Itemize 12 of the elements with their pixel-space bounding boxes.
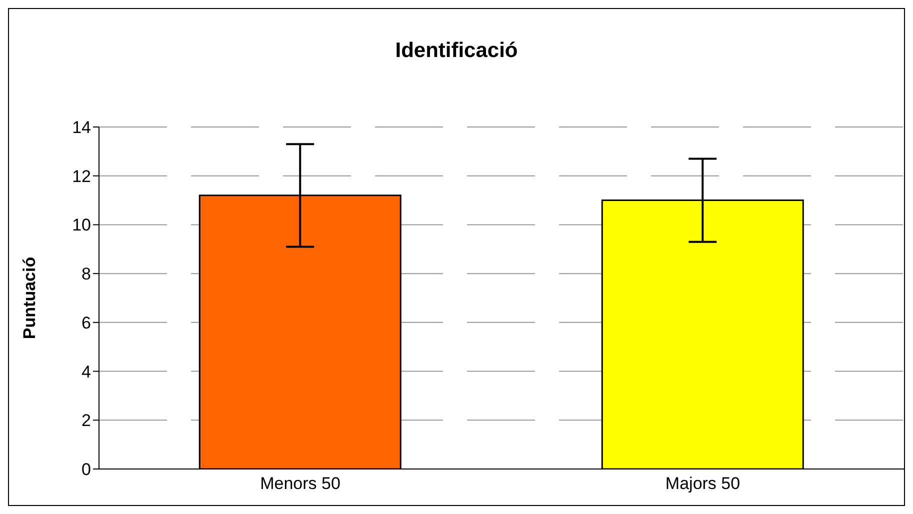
y-axis-title: Puntuació [20, 256, 40, 340]
y-tick-label: 0 [82, 460, 91, 480]
y-tick-label: 2 [82, 411, 91, 430]
x-tick-label: Menors 50 [260, 474, 340, 494]
y-tick-label: 8 [82, 264, 91, 284]
y-tick-label: 12 [72, 166, 91, 186]
y-tick-label: 10 [72, 216, 91, 235]
y-tick-label: 4 [82, 362, 91, 382]
x-tick-label: Majors 50 [665, 474, 740, 494]
chart-title: Identificació [394, 39, 519, 63]
y-tick-label: 14 [72, 118, 91, 138]
y-tick-label: 6 [82, 313, 91, 332]
